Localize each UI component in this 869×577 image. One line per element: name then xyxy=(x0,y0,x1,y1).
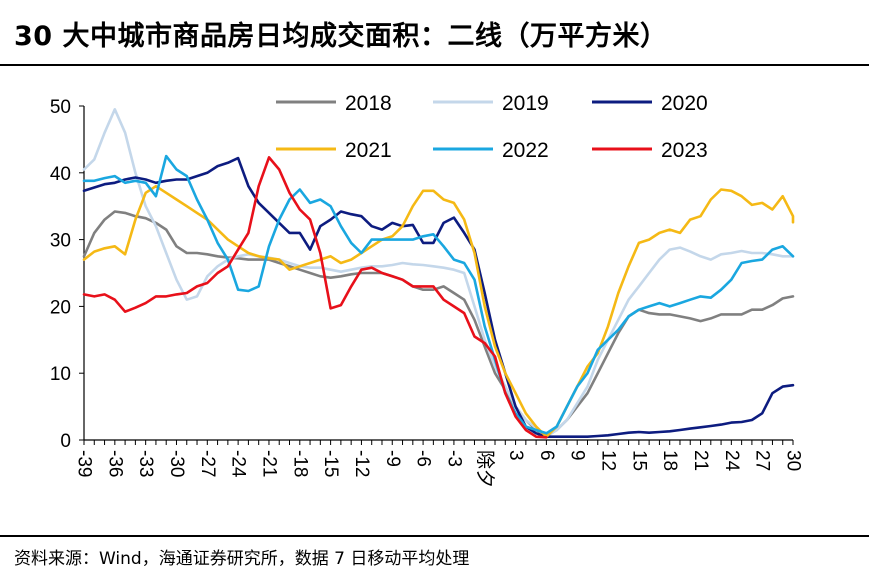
legend-label-2018: 2018 xyxy=(345,92,392,115)
x-tick-label: -6 xyxy=(413,450,434,467)
y-tick-label: 30 xyxy=(50,231,71,252)
y-tick-label: 50 xyxy=(50,97,71,118)
legend-label-2019: 2019 xyxy=(502,92,549,115)
x-tick-label: -9 xyxy=(382,450,403,467)
y-tick-label: 0 xyxy=(60,431,71,452)
x-tick-label: -27 xyxy=(197,450,218,477)
series-line-2019 xyxy=(82,108,795,438)
legend-label-2023: 2023 xyxy=(661,139,708,162)
x-tick-label: -15 xyxy=(320,450,341,477)
series-lines xyxy=(82,108,795,439)
x-tick-label: 3 xyxy=(505,450,526,461)
x-tick-label: -12 xyxy=(351,450,372,477)
legend-label-2022: 2022 xyxy=(502,139,549,162)
legend: 2018 2019 2020 2021 2022 2023 xyxy=(276,92,708,162)
x-tick-label: 18 xyxy=(659,450,680,471)
x-tick-label: -30 xyxy=(166,450,187,477)
x-tick-label: 6 xyxy=(536,450,557,461)
x-tick-label: -33 xyxy=(135,450,156,477)
x-tick-label: -21 xyxy=(258,450,279,477)
source-note: 资料来源：Wind，海通证券研究所，数据 7 日移动平均处理 xyxy=(14,549,470,569)
y-tick-label: 10 xyxy=(50,364,71,385)
chart-title: 30 大中城市商品房日均成交面积：二线（万平方米） xyxy=(14,21,668,52)
title-divider xyxy=(0,64,869,66)
legend-label-2020: 2020 xyxy=(661,92,708,115)
y-tick-label: 20 xyxy=(50,297,71,318)
x-tick-label: -3 xyxy=(443,450,464,467)
x-tick-label: -18 xyxy=(289,450,310,477)
x-tick-label: 21 xyxy=(690,450,711,471)
y-tick-label: 40 xyxy=(50,164,71,185)
x-tick-label: 12 xyxy=(598,450,619,471)
x-tick-label: 30 xyxy=(783,450,804,471)
x-tick-label: 15 xyxy=(628,450,649,471)
x-tick-label: 除夕 xyxy=(474,450,496,488)
series-line-2022 xyxy=(82,154,795,435)
x-tick-label: -24 xyxy=(228,450,249,478)
source-divider xyxy=(0,535,869,537)
x-tick-label: -36 xyxy=(104,450,125,477)
x-tick-label: -39 xyxy=(74,450,95,477)
series-line-2020 xyxy=(82,156,795,438)
x-tick-label: 9 xyxy=(567,450,588,461)
x-tick-label: 27 xyxy=(752,450,773,471)
x-tick-label: 24 xyxy=(721,450,742,472)
legend-label-2021: 2021 xyxy=(345,139,392,162)
series-line-2021 xyxy=(82,184,795,438)
series-line-2018 xyxy=(82,210,795,438)
series-line-2023 xyxy=(82,156,548,439)
